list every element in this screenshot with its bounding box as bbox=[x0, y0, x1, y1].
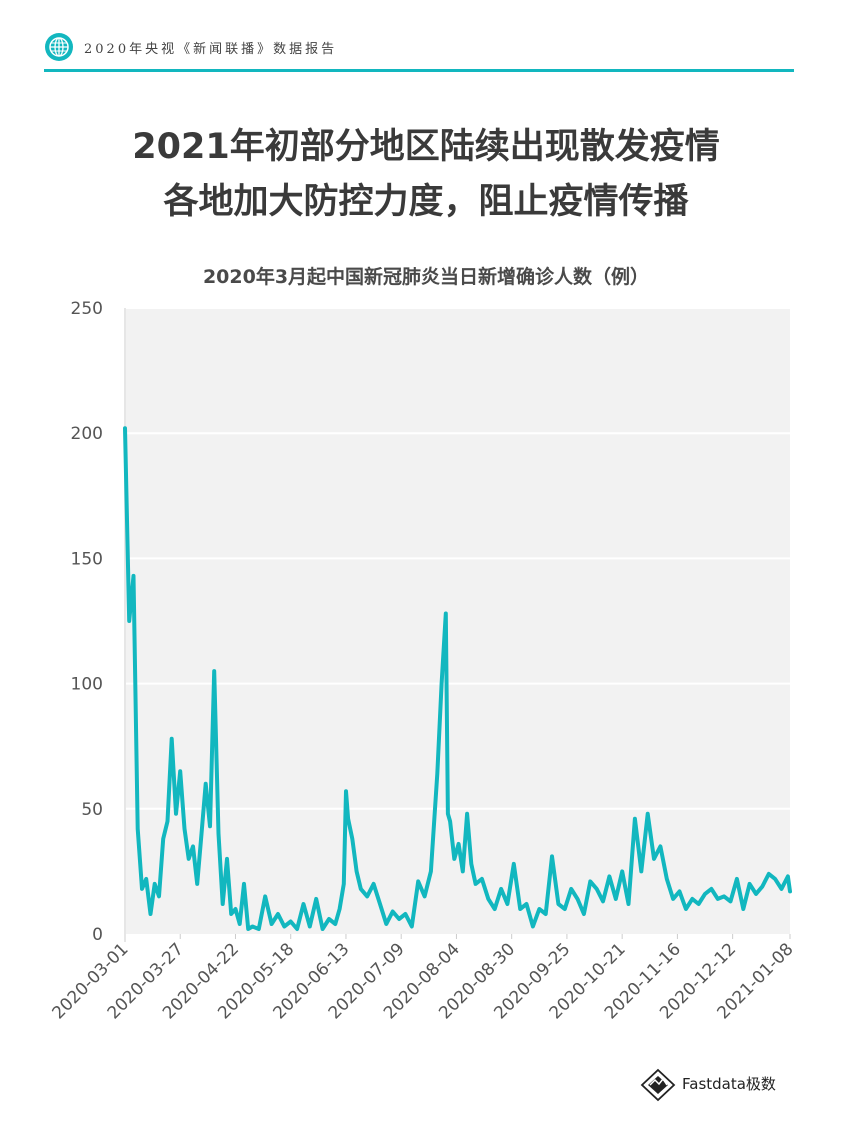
y-tick-label: 150 bbox=[71, 549, 103, 569]
header-divider bbox=[44, 69, 794, 72]
globe-icon bbox=[45, 33, 73, 61]
chart-title: 2020年3月起中国新冠肺炎当日新增确诊人数（例） bbox=[202, 266, 650, 288]
header-title: 2020年央视《新闻联播》数据报告 bbox=[84, 42, 338, 57]
headline-line-1: 2021年初部分地区陆续出现散发疫情 bbox=[132, 127, 720, 167]
y-tick-label: 50 bbox=[81, 800, 103, 820]
headline-line-2: 各地加大防控力度，阻止疫情传播 bbox=[163, 182, 689, 222]
report-header: 2020年央视《新闻联播》数据报告 bbox=[44, 32, 794, 72]
brand-name: Fastdata极数 bbox=[682, 1075, 776, 1093]
plot-background bbox=[125, 308, 790, 934]
x-axis-ticks: 2020-03-012020-03-272020-04-222020-05-18… bbox=[49, 934, 798, 1023]
grid-lines bbox=[125, 307, 790, 810]
y-tick-label: 100 bbox=[71, 675, 103, 695]
brand-logo: Fastdata极数 bbox=[640, 1068, 790, 1102]
diamond-logo-icon bbox=[640, 1068, 676, 1102]
y-tick-label: 250 bbox=[71, 299, 103, 319]
y-tick-label: 0 bbox=[92, 925, 103, 945]
line-chart: 0 50 100 150 200 250 2020-03-012020-03-272020… bbox=[49, 299, 798, 1023]
series-line bbox=[123, 426, 792, 931]
y-axis-ticks: 0 50 100 150 200 250 bbox=[71, 299, 103, 945]
y-tick-label: 200 bbox=[71, 424, 103, 444]
